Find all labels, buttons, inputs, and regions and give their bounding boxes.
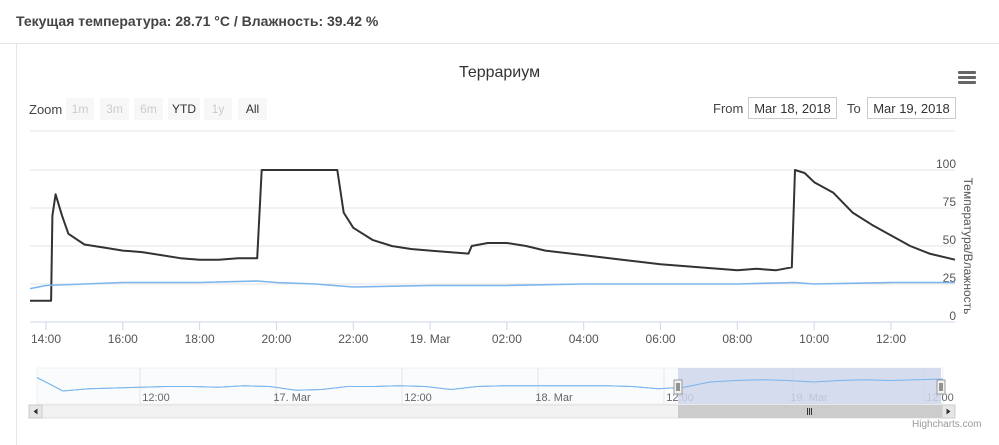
- y-tick-label: 100: [936, 157, 956, 171]
- range-button-all[interactable]: All: [238, 98, 267, 120]
- navigator-right-handle[interactable]: [936, 379, 946, 395]
- to-label: To: [847, 101, 861, 116]
- arrow-left-icon: [33, 408, 38, 415]
- x-tick-label: 12:00: [876, 332, 906, 346]
- x-tick-label: 19. Mar: [410, 332, 451, 346]
- range-button-3m[interactable]: 3m: [100, 98, 129, 120]
- navigator-tick-label: 12:00: [404, 392, 432, 404]
- scrollbar-thumb[interactable]: [678, 405, 943, 418]
- to-date-input[interactable]: Mar 19, 2018: [867, 97, 956, 119]
- navigator-tick-label: 18. Mar: [535, 392, 573, 404]
- y-axis-title: Температура/Влажность: [961, 178, 975, 315]
- navigator-tick-label: 12:00: [142, 392, 170, 404]
- status-text: Текущая температура: 28.71 °C / Влажност…: [16, 13, 379, 29]
- range-button-ytd[interactable]: YTD: [168, 98, 200, 120]
- navigator-tick-label: 17. Mar: [273, 392, 311, 404]
- x-tick-label: 20:00: [261, 332, 291, 346]
- x-tick-label: 04:00: [569, 332, 599, 346]
- y-tick-label: 25: [943, 271, 957, 285]
- y-tick-label: 75: [943, 195, 957, 209]
- x-tick-label: 02:00: [492, 332, 522, 346]
- navigator-left-handle[interactable]: [673, 379, 683, 395]
- chart-title: Террариум: [458, 64, 541, 81]
- y-tick-label: 50: [943, 233, 957, 247]
- x-tick-label: 16:00: [108, 332, 138, 346]
- range-button-1m[interactable]: 1m: [66, 98, 94, 120]
- x-tick-label: 18:00: [185, 332, 215, 346]
- x-tick-label: 10:00: [799, 332, 829, 346]
- from-label: From: [713, 101, 744, 116]
- range-button-6m[interactable]: 6m: [134, 98, 163, 120]
- menu-icon[interactable]: [958, 71, 976, 85]
- status-bar: Текущая температура: 28.71 °C / Влажност…: [0, 0, 999, 44]
- zoom-label: Zoom: [29, 102, 63, 117]
- x-tick-label: 22:00: [338, 332, 368, 346]
- navigator-selection-mask: [678, 368, 941, 404]
- from-date-input[interactable]: Mar 18, 2018: [748, 97, 837, 119]
- arrow-right-icon: [946, 408, 951, 415]
- credits-link[interactable]: Highcharts.com: [912, 419, 982, 430]
- temperature-line: [30, 169, 956, 302]
- chart-panel: [16, 44, 999, 445]
- navigator-series-overlay: [37, 378, 943, 392]
- y-tick-label: 0: [949, 309, 956, 323]
- x-tick-label: 08:00: [722, 332, 752, 346]
- x-tick-label: 14:00: [31, 332, 61, 346]
- x-tick-label: 06:00: [646, 332, 676, 346]
- range-button-1y[interactable]: 1y: [204, 98, 232, 120]
- humidity-line: [29, 280, 955, 290]
